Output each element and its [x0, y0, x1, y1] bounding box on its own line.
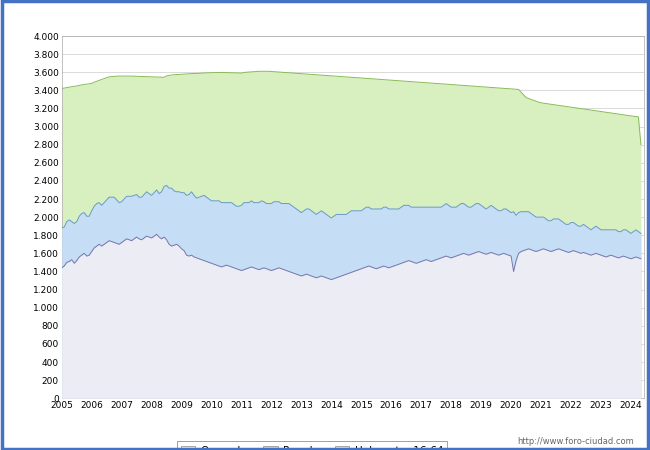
Text: Villanueva de los Infantes - Evolucion de la poblacion en edad de Trabajar Mayo : Villanueva de los Infantes - Evolucion d…	[63, 10, 587, 23]
Text: http://www.foro-ciudad.com: http://www.foro-ciudad.com	[517, 437, 634, 446]
Legend: Ocupados, Parados, Hab. entre 16-64: Ocupados, Parados, Hab. entre 16-64	[177, 441, 447, 450]
